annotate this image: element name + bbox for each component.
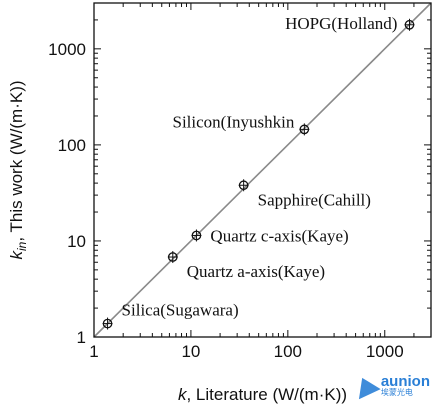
watermark-brand: aunion xyxy=(380,373,430,390)
data-point: Sapphire(Cahill) xyxy=(238,179,371,209)
plot-area xyxy=(93,2,432,338)
axis-ticks: 1 10 100 1000 1 10 100 1000 xyxy=(48,2,432,361)
data-point-label: Quartz a-axis(Kaye) xyxy=(187,262,325,281)
y-axis-title-text: , This work (W/(m·K)) xyxy=(7,80,26,241)
y-tick-label: 10 xyxy=(67,232,86,251)
data-point-label: Silica(Sugawara) xyxy=(122,301,239,320)
x-axis-title-text: , Literature (W/(m·K)) xyxy=(186,385,347,404)
watermark-logo: aunion 埃蒙光电 xyxy=(351,372,430,399)
y-axis-title: kin, This work (W/(m·K)) xyxy=(7,80,29,259)
x-tick-label: 1000 xyxy=(366,342,404,361)
y-axis-title-subscript: in xyxy=(15,241,29,251)
data-point-label: HOPG(Holland) xyxy=(285,14,397,33)
reference-line-y-equals-x xyxy=(93,2,432,338)
x-tick-label: 1 xyxy=(89,342,98,361)
x-tick-label: 10 xyxy=(181,342,200,361)
x-axis-title-symbol: k xyxy=(178,385,188,404)
x-tick-label: 100 xyxy=(274,342,302,361)
data-point-label: Quartz c-axis(Kaye) xyxy=(210,226,348,245)
y-tick-label: 1 xyxy=(77,328,86,347)
data-points: Silica(Sugawara) Quartz a-axis(Kaye) Quart… xyxy=(102,14,415,330)
watermark-mark-icon xyxy=(351,372,381,399)
y-tick-label: 100 xyxy=(58,136,86,155)
data-point-label: Silicon(Inyushkin xyxy=(172,112,294,131)
y-tick-label: 1000 xyxy=(48,40,86,59)
x-axis-title: k, Literature (W/(m·K)) xyxy=(178,385,347,404)
data-point-label: Sapphire(Cahill) xyxy=(258,190,371,209)
watermark-sub: 埃蒙光电 xyxy=(380,388,413,397)
data-point: HOPG(Holland) xyxy=(285,14,415,33)
data-point: Silica(Sugawara) xyxy=(102,301,239,330)
plot-frame xyxy=(93,2,432,338)
data-point: Silicon(Inyushkin xyxy=(172,112,310,136)
data-point: Quartz c-axis(Kaye) xyxy=(191,226,349,245)
data-point: Quartz a-axis(Kaye) xyxy=(167,251,325,281)
y-axis-title-symbol: k xyxy=(7,250,26,260)
